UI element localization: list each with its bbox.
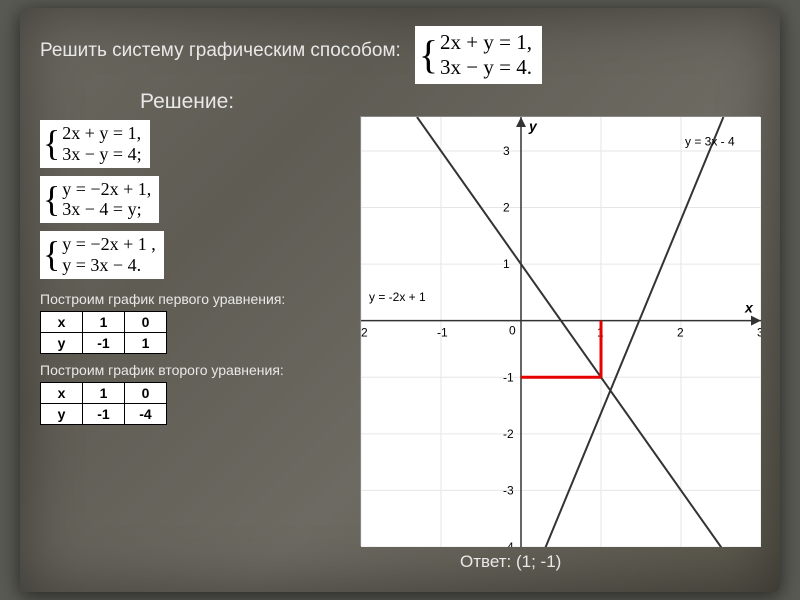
brace-icon: { bbox=[43, 131, 62, 156]
system-eq2: 3x − y = 4. bbox=[440, 55, 532, 80]
svg-text:y = 3x - 4: y = 3x - 4 bbox=[685, 135, 735, 149]
table-row: x 1 0 bbox=[41, 382, 167, 403]
svg-text:-3: -3 bbox=[503, 484, 514, 498]
svg-text:-4: -4 bbox=[503, 540, 514, 547]
cell: -1 bbox=[83, 332, 125, 353]
svg-text:-1: -1 bbox=[437, 326, 448, 340]
table-row: x 1 0 bbox=[41, 311, 167, 332]
svg-text:y: y bbox=[528, 118, 538, 134]
cell: y bbox=[41, 332, 83, 353]
title-row: Решить систему графическим способом: { 2… bbox=[40, 26, 760, 84]
cell: 1 bbox=[125, 332, 167, 353]
svg-text:3: 3 bbox=[503, 144, 510, 158]
brace-icon: { bbox=[419, 41, 440, 69]
svg-text:-2: -2 bbox=[361, 326, 368, 340]
answer-text: Ответ: (1; -1) bbox=[460, 552, 760, 572]
hint-1: Построим график первого уравнения: bbox=[40, 291, 340, 307]
slide-background: Решить систему графическим способом: { 2… bbox=[20, 8, 780, 592]
cell: 1 bbox=[83, 382, 125, 403]
step-eq: y = 3x − 4. bbox=[62, 255, 155, 276]
system-eq1: 2x + y = 1, bbox=[440, 30, 532, 55]
cell: y bbox=[41, 403, 83, 424]
step-3: { y = −2x + 1 , y = 3x − 4. bbox=[40, 231, 164, 278]
cell: 1 bbox=[83, 311, 125, 332]
brace-icon: { bbox=[43, 242, 62, 267]
table-2: x 1 0 y -1 -4 bbox=[40, 382, 167, 425]
step-eq: 3x − 4 = y; bbox=[62, 199, 151, 220]
svg-text:1: 1 bbox=[503, 257, 510, 271]
svg-text:2: 2 bbox=[677, 326, 684, 340]
cell: 0 bbox=[125, 382, 167, 403]
content-row: { 2x + y = 1, 3x − y = 4; { y = −2x + 1,… bbox=[40, 116, 760, 572]
table-row: y -1 -4 bbox=[41, 403, 167, 424]
svg-text:3: 3 bbox=[757, 326, 761, 340]
cell: -4 bbox=[125, 403, 167, 424]
left-column: { 2x + y = 1, 3x − y = 4; { y = −2x + 1,… bbox=[40, 116, 340, 424]
table-1: x 1 0 y -1 1 bbox=[40, 311, 167, 354]
step-eq: 2x + y = 1, bbox=[62, 123, 141, 144]
step-eq: y = −2x + 1 , bbox=[62, 234, 155, 255]
table-row: y -1 1 bbox=[41, 332, 167, 353]
brace-icon: { bbox=[43, 187, 62, 212]
svg-text:0: 0 bbox=[509, 324, 516, 338]
cell: -1 bbox=[83, 403, 125, 424]
system-equation-box: { 2x + y = 1, 3x − y = 4. bbox=[415, 26, 542, 84]
cell: x bbox=[41, 382, 83, 403]
step-1: { 2x + y = 1, 3x − y = 4; bbox=[40, 120, 150, 167]
svg-text:x: x bbox=[744, 300, 754, 316]
chart-svg: -2-10123-4-3-2-1123xyy = -2x + 1y = 3x -… bbox=[361, 117, 761, 547]
solution-label: Решение: bbox=[140, 90, 760, 114]
right-column: -2-10123-4-3-2-1123xyy = -2x + 1y = 3x -… bbox=[360, 116, 760, 572]
chart-area: -2-10123-4-3-2-1123xyy = -2x + 1y = 3x -… bbox=[360, 116, 760, 546]
step-eq: 3x − y = 4; bbox=[62, 144, 141, 165]
svg-text:-1: -1 bbox=[503, 371, 514, 385]
svg-text:y = -2x + 1: y = -2x + 1 bbox=[369, 290, 426, 304]
hint-2: Построим график второго уравнения: bbox=[40, 362, 340, 378]
svg-text:-2: -2 bbox=[503, 427, 514, 441]
svg-text:2: 2 bbox=[503, 201, 510, 215]
step-eq: y = −2x + 1, bbox=[62, 179, 151, 200]
page-title: Решить систему графическим способом: bbox=[40, 40, 401, 62]
cell: 0 bbox=[125, 311, 167, 332]
cell: x bbox=[41, 311, 83, 332]
step-2: { y = −2x + 1, 3x − 4 = y; bbox=[40, 176, 159, 223]
